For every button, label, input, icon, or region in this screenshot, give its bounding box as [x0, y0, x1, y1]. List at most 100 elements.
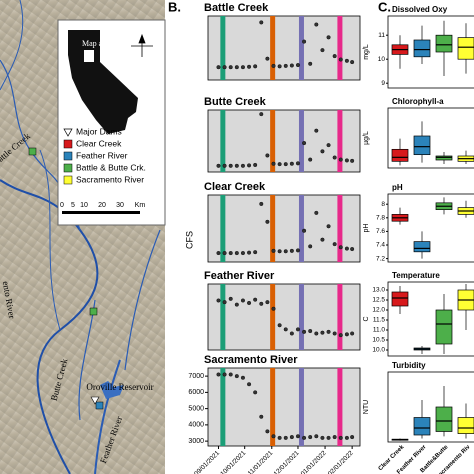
scale-label: 30 [116, 202, 124, 209]
highlight-band [270, 368, 276, 446]
data-point [320, 435, 325, 440]
data-point [283, 63, 288, 68]
data-point [222, 163, 227, 168]
scale-label: 0 [60, 202, 64, 209]
data-point [289, 248, 294, 253]
data-point [247, 64, 252, 69]
y-axis-label: pH [363, 224, 370, 233]
box [413, 39, 431, 58]
box [457, 37, 474, 60]
data-point [302, 435, 307, 440]
legend-label: Feather River [76, 150, 128, 160]
data-point [271, 434, 276, 439]
y-axis-label: NTU [363, 400, 370, 414]
data-point [240, 65, 245, 70]
inset-label: Map area [82, 39, 112, 48]
highlight-band [298, 16, 304, 80]
data-point [295, 63, 300, 68]
y-axis-label: CFS [184, 231, 194, 249]
compass [131, 33, 153, 57]
highlight-band [270, 195, 276, 262]
box [391, 148, 409, 162]
data-point [314, 210, 319, 215]
data-point [234, 163, 239, 168]
data-point [302, 39, 307, 44]
chart-title: Turbidity [392, 361, 426, 370]
data-point [302, 329, 307, 334]
data-point [240, 163, 245, 168]
chart-title: Butte Creek [204, 96, 267, 108]
data-point [295, 161, 300, 166]
data-point [308, 244, 313, 249]
data-point [253, 250, 258, 255]
legend-symbol [63, 175, 73, 185]
chart-title: Chlorophyll-a [392, 97, 444, 106]
data-point [222, 300, 227, 305]
box [413, 135, 431, 156]
box [435, 406, 453, 432]
highlight-band [298, 195, 304, 262]
scale-label: 20 [98, 202, 106, 209]
legend-label: Major Dams [76, 126, 122, 136]
data-point [295, 434, 300, 439]
highlight-band [337, 16, 343, 80]
data-point [259, 112, 264, 117]
x-tick-label: 10/01/2021 [219, 449, 247, 474]
plot-bg [207, 15, 361, 81]
y-tick-label: 12.5 [372, 297, 385, 304]
data-point [271, 248, 276, 253]
data-point [247, 163, 252, 168]
legend-symbol [63, 128, 73, 137]
x-tick-label: 02/01/2022 [327, 449, 355, 474]
data-point [259, 201, 264, 206]
x-tick-label: 12/01/2021 [273, 449, 301, 474]
data-point [344, 435, 349, 440]
chart-title: Battle Creek [204, 2, 269, 14]
y-tick-label: 6000 [188, 389, 204, 396]
data-point [259, 301, 264, 306]
data-point [314, 434, 319, 439]
data-point [320, 48, 325, 53]
legend-label: Battle & Butte Crk. [76, 162, 146, 172]
data-point [277, 435, 282, 440]
y-tick-label: 10 [378, 56, 386, 63]
y-axis-label: C [363, 316, 370, 321]
chart-title: Sacramento River [204, 354, 298, 366]
data-point [247, 300, 252, 305]
y-tick-label: 7.4 [376, 242, 385, 249]
reservoir [100, 381, 124, 399]
data-point [289, 435, 294, 440]
plot-bg [207, 367, 361, 447]
data-point [240, 375, 245, 380]
data-point [253, 64, 258, 69]
data-point [277, 323, 282, 328]
data-point [216, 298, 221, 303]
highlight-band [270, 16, 276, 80]
x-tick-label: 11/01/2021 [247, 449, 275, 474]
legend-label: Clear Creek [76, 138, 122, 148]
x-tick-label: 09/01/2021 [193, 449, 221, 474]
y-tick-label: 7.8 [376, 215, 385, 222]
data-point [283, 327, 288, 332]
data-point [228, 163, 233, 168]
data-point [277, 249, 282, 254]
data-point [295, 248, 300, 253]
y-tick-label: 7.2 [376, 255, 385, 262]
y-axis-label: mg/L [363, 44, 370, 60]
highlight-band [270, 110, 276, 172]
y-tick-label: 10.5 [372, 337, 385, 344]
legend-symbol [63, 139, 73, 149]
box [413, 417, 431, 436]
data-point [350, 247, 355, 252]
y-tick-label: 9 [381, 80, 385, 87]
data-point [320, 330, 325, 335]
y-tick-label: 4000 [188, 422, 204, 429]
y-tick-label: 7.6 [376, 228, 385, 235]
data-point [228, 65, 233, 70]
data-point [314, 128, 319, 133]
scale-label: 10 [80, 202, 88, 209]
box [391, 291, 409, 307]
highlight-band [270, 284, 276, 350]
legend-label: Sacramento River [76, 174, 144, 184]
